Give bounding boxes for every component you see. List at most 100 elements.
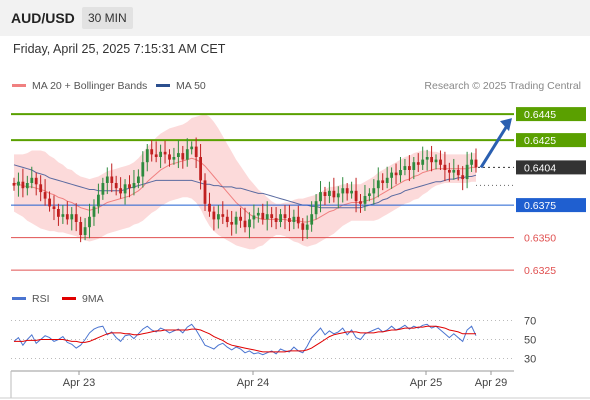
candle-body	[296, 216, 300, 224]
candle-body	[123, 184, 127, 194]
price-label-0.6350: 0.6350	[524, 233, 556, 245]
candle-body	[288, 218, 291, 222]
bollinger-band	[14, 114, 476, 250]
price-label-0.6425: 0.6425	[524, 135, 556, 147]
candle-body	[88, 216, 91, 228]
candle-body	[341, 188, 345, 194]
candle-body	[248, 219, 251, 228]
candle-body	[328, 190, 331, 196]
candle-body	[412, 162, 416, 170]
candle-body	[225, 216, 229, 222]
candle-body	[57, 209, 60, 217]
candle-body	[461, 175, 465, 180]
candle-body	[199, 157, 202, 181]
time-label-apr-23: Apr 23	[63, 377, 95, 389]
candle-body	[363, 196, 367, 204]
candle-body	[359, 201, 362, 204]
candle-body	[105, 176, 109, 183]
candle-body	[159, 151, 162, 157]
rsi-label: RSI	[32, 293, 50, 305]
candle-body	[119, 188, 122, 194]
candle-body	[336, 193, 340, 198]
time-label-apr-24: Apr 24	[237, 377, 269, 389]
legend-rsi: RSI	[12, 293, 50, 305]
candle-body	[292, 216, 296, 222]
candle-body	[101, 183, 105, 195]
candle-body	[141, 162, 145, 177]
candle-body	[416, 162, 420, 165]
candle-body	[212, 211, 216, 220]
time-label-apr-25: Apr 25	[410, 377, 442, 389]
candle-body	[256, 212, 260, 216]
candle-body	[376, 180, 380, 189]
rsi-tick-70: 70	[524, 316, 536, 328]
candle-body	[465, 164, 469, 180]
candle-body	[470, 159, 473, 165]
candle-body	[194, 146, 198, 157]
forecast-arrow-shaft	[479, 123, 510, 169]
bollinger-label: MA 20 + Bollinger Bands	[32, 80, 148, 92]
candle-body	[350, 190, 353, 194]
candle-body	[128, 184, 131, 189]
candle-body	[310, 214, 314, 225]
chart-datetime: Friday, April 25, 2025 7:15:31 AM CET	[13, 42, 226, 56]
candle-body	[368, 193, 371, 196]
rsi-swatch	[12, 296, 26, 300]
price-tag-0.6404	[516, 160, 586, 175]
candle-body	[314, 201, 318, 215]
price-label-0.6445: 0.6445	[524, 109, 556, 121]
candle-body	[145, 149, 149, 163]
legend-bollinger: MA 20 + Bollinger Bands	[12, 80, 147, 92]
candle-body	[208, 203, 211, 212]
candle-body	[185, 149, 189, 160]
rsi-tick-30: 30	[524, 354, 536, 366]
candle-body	[408, 166, 411, 170]
forecast-arrow-head	[500, 118, 512, 132]
candle-body	[12, 183, 16, 186]
candle-body	[279, 214, 282, 222]
candle-body	[452, 170, 456, 173]
candle-body	[354, 190, 358, 202]
candle-body	[301, 223, 305, 230]
candle-body	[270, 214, 274, 219]
candle-body	[61, 214, 65, 217]
timeframe-badge[interactable]: 30 MIN	[82, 7, 133, 29]
candle-body	[448, 170, 451, 173]
candle-body	[97, 194, 100, 207]
price-label-0.6375: 0.6375	[524, 200, 556, 212]
candle-body	[154, 154, 158, 157]
candle-body	[439, 159, 442, 165]
candle-body	[239, 216, 242, 221]
rsi-line	[13, 323, 477, 356]
candle-body	[323, 192, 327, 196]
candle-body	[230, 222, 234, 225]
time-label-apr-29: Apr 29	[475, 377, 507, 389]
ma50-line	[13, 164, 477, 209]
candle-body	[434, 159, 438, 163]
ma9-label: 9MA	[82, 293, 104, 305]
rsi-tick-50: 50	[524, 335, 536, 347]
candle-body	[217, 214, 220, 220]
price-label-0.6404: 0.6404	[524, 162, 556, 174]
candle-body	[252, 215, 256, 220]
candle-body	[17, 181, 20, 186]
ma50-swatch	[156, 83, 170, 87]
ma50-label: MA 50	[176, 80, 206, 92]
candle-body	[150, 149, 154, 155]
candle-body	[274, 218, 278, 222]
candle-body	[137, 176, 140, 183]
candle-body	[177, 153, 180, 157]
candle-body	[385, 177, 389, 183]
candle-body	[30, 177, 34, 183]
legend-9ma: 9MA	[62, 293, 104, 305]
candle-body	[181, 153, 185, 160]
candle-body	[425, 157, 429, 160]
candle-body	[399, 170, 402, 176]
candle-body	[372, 188, 376, 194]
candle-body	[456, 170, 460, 176]
price-tag-0.6375	[516, 198, 586, 213]
candle-body	[21, 181, 25, 189]
candle-body	[203, 180, 207, 204]
candle-body	[332, 190, 336, 198]
